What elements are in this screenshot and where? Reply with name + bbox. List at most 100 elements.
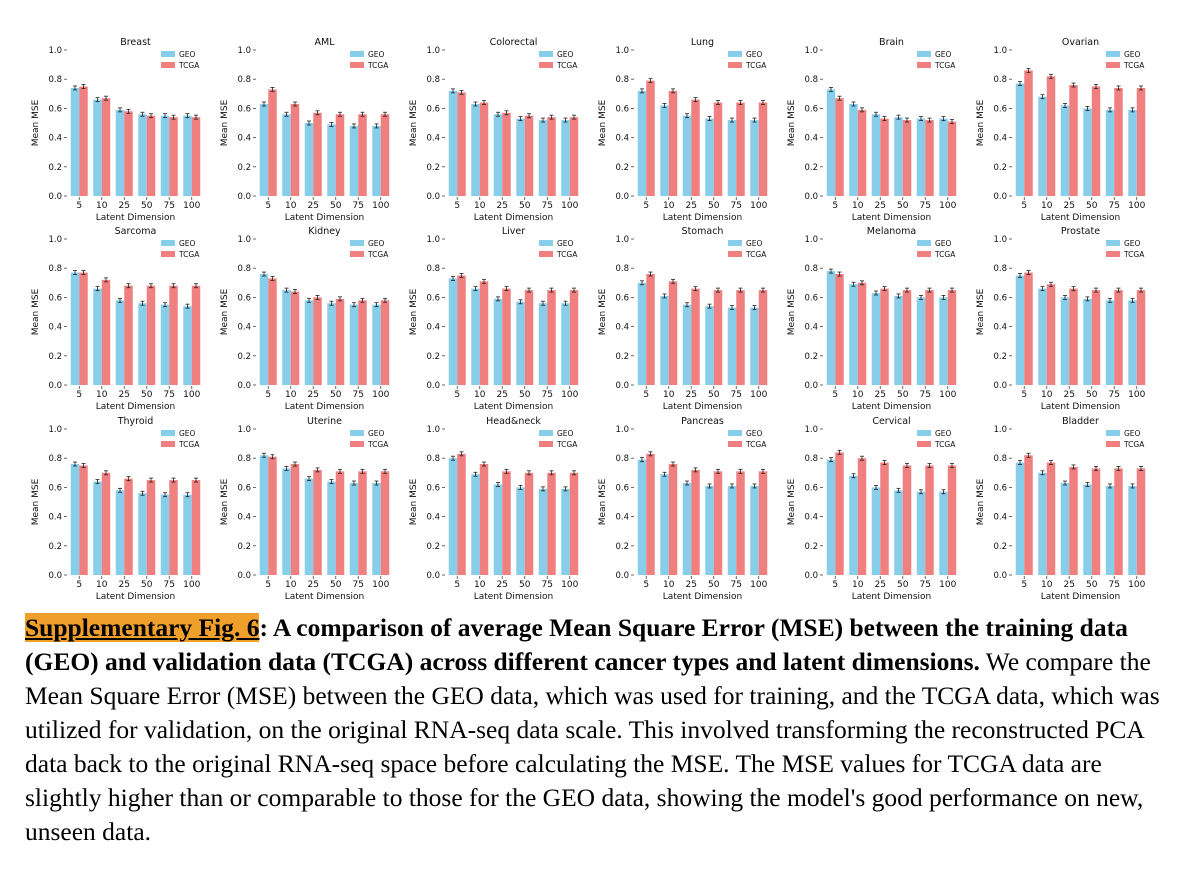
bar-tcga [457, 92, 466, 196]
bar-tcga [313, 297, 322, 385]
y-tick-label: 0.6 [48, 483, 62, 493]
y-axis-label: Mean MSE [31, 288, 41, 335]
y-tick-label: 0.4 [615, 513, 629, 523]
panel-title: Lung [691, 37, 714, 48]
x-tick-label: 25 [497, 390, 508, 400]
bar-geo [538, 120, 548, 196]
legend-swatch-geo [1106, 240, 1120, 246]
legend-label-geo: GEO [557, 429, 574, 438]
x-tick-label: 100 [372, 201, 389, 211]
bar-geo [372, 304, 381, 385]
bar-geo [637, 459, 647, 575]
y-tick-label: 0.2 [426, 542, 440, 552]
bar-tcga [502, 288, 511, 385]
bar-tcga [569, 472, 579, 575]
y-tick-label: 0.0 [48, 192, 62, 202]
bar-geo [70, 87, 80, 196]
bar-geo [304, 478, 314, 575]
bar-tcga [1136, 468, 1146, 575]
y-tick-label: 0.2 [426, 163, 440, 173]
legend-swatch-tcga [728, 251, 742, 257]
panel-title: Cervical [872, 416, 910, 427]
legend-swatch-tcga [539, 62, 553, 68]
x-tick-label: 25 [308, 390, 319, 400]
bar-geo [939, 297, 948, 385]
bar-tcga [758, 102, 768, 196]
y-axis-label: Mean MSE [598, 478, 608, 525]
legend-swatch-tcga [350, 251, 364, 257]
panel-title: Kidney [308, 226, 341, 237]
x-tick-label: 75 [920, 580, 931, 590]
x-axis-label: Latent Dimension [852, 592, 932, 602]
bar-geo [637, 90, 647, 196]
x-tick-label: 5 [832, 201, 838, 211]
y-tick-label: 0.8 [237, 264, 251, 274]
bar-geo [93, 99, 102, 196]
x-axis-label: Latent Dimension [1041, 402, 1121, 412]
x-axis-label: Latent Dimension [285, 213, 365, 223]
x-tick-label: 100 [750, 390, 767, 400]
y-tick-label: 0.4 [237, 323, 251, 333]
x-axis-label: Latent Dimension [1041, 592, 1121, 602]
bar-tcga [79, 86, 88, 196]
bar-tcga [835, 98, 844, 196]
y-tick-label: 0.2 [48, 352, 62, 362]
x-axis-label: Latent Dimension [852, 213, 932, 223]
legend-swatch-tcga [728, 62, 742, 68]
y-tick-label: 0.2 [237, 163, 251, 173]
y-tick-label: 0.8 [993, 75, 1007, 85]
y-tick-label: 0.4 [615, 134, 629, 144]
bar-tcga [713, 471, 723, 575]
bar-tcga [1046, 462, 1056, 575]
bar-geo [1015, 462, 1025, 575]
y-axis-label: Mean MSE [787, 288, 797, 335]
bar-tcga [191, 480, 201, 575]
bar-geo [660, 105, 669, 196]
bar-tcga [79, 272, 88, 385]
panel-title: Brain [879, 37, 904, 48]
bar-tcga [691, 99, 700, 196]
y-tick-label: 1.0 [48, 46, 62, 56]
bar-tcga [268, 278, 277, 385]
panel-brain: Brain 0.0 0.2 0.4 0.6 0.8 1.0 Mean MSE 5 10 25 50 75… [787, 37, 957, 223]
bar-tcga [569, 117, 579, 196]
legend-swatch-tcga [539, 441, 553, 447]
y-tick-label: 1.0 [615, 46, 629, 56]
bar-geo [282, 114, 291, 196]
x-tick-label: 50 [1086, 390, 1098, 400]
bar-tcga [1114, 468, 1123, 575]
bar-geo [826, 271, 836, 385]
x-tick-label: 5 [265, 201, 271, 211]
x-tick-label: 5 [76, 580, 82, 590]
bar-tcga [313, 469, 322, 575]
bar-geo [93, 481, 102, 575]
bar-geo [183, 494, 192, 575]
y-tick-label: 1.0 [426, 46, 440, 56]
panel-title: Uterine [307, 416, 342, 427]
bar-tcga [335, 298, 345, 385]
bar-geo [750, 120, 759, 196]
y-tick-label: 0.0 [48, 571, 62, 581]
y-axis-label: Mean MSE [598, 288, 608, 335]
x-tick-label: 5 [643, 390, 649, 400]
x-tick-label: 50 [897, 580, 909, 590]
legend-label-tcga: TCGA [1123, 61, 1145, 70]
legend-swatch-tcga [350, 62, 364, 68]
legend-label-tcga: TCGA [745, 440, 767, 449]
legend-label-geo: GEO [935, 50, 952, 59]
x-tick-label: 25 [1064, 390, 1075, 400]
y-axis-label: Mean MSE [787, 478, 797, 525]
legend-label-geo: GEO [935, 429, 952, 438]
y-tick-label: 1.0 [615, 235, 629, 245]
x-tick-label: 100 [183, 580, 200, 590]
x-tick-label: 75 [1109, 390, 1120, 400]
bar-geo [516, 301, 525, 385]
bar-geo [705, 118, 714, 196]
bar-tcga [547, 472, 556, 575]
y-axis-label: Mean MSE [220, 288, 230, 335]
bar-geo [849, 475, 858, 575]
legend-swatch-tcga [161, 62, 175, 68]
x-tick-label: 50 [141, 390, 153, 400]
bar-geo [448, 90, 458, 196]
legend-swatch-geo [161, 51, 175, 57]
